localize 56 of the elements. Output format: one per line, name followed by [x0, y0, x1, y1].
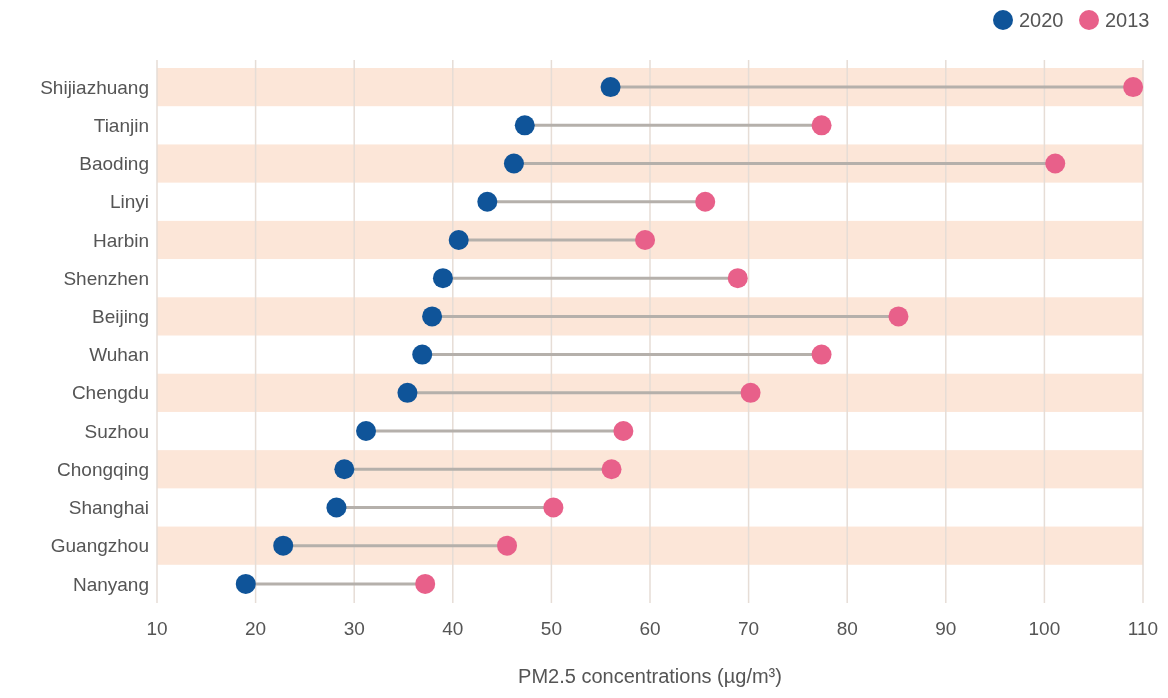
- point: [727, 268, 748, 289]
- point: [514, 115, 535, 136]
- point: [356, 421, 377, 442]
- x-tick-label: 60: [639, 618, 661, 639]
- y-tick-label: Chengdu: [71, 382, 149, 404]
- point: [543, 497, 564, 518]
- point: [613, 421, 634, 442]
- point: [600, 77, 621, 98]
- x-tick-label: 80: [836, 618, 858, 639]
- legend-label: 2013: [1105, 9, 1150, 31]
- x-tick-label: 10: [146, 618, 168, 639]
- point: [811, 344, 832, 365]
- y-tick-label: Harbin: [93, 229, 149, 251]
- y-tick-label: Wuhan: [89, 344, 149, 366]
- point: [334, 459, 355, 480]
- point: [1045, 153, 1066, 174]
- y-tick-label: Nanyang: [72, 573, 149, 595]
- y-tick-label: Chongqing: [57, 458, 149, 480]
- y-tick-label: Baoding: [79, 153, 149, 175]
- point: [326, 497, 347, 518]
- point: [503, 153, 524, 174]
- y-tick-label: Shenzhen: [63, 267, 149, 289]
- x-axis-title: PM2.5 concentrations (µg/m³): [518, 665, 782, 687]
- y-tick-label: Linyi: [109, 191, 149, 213]
- x-tick-label: 20: [245, 618, 267, 639]
- point: [273, 535, 294, 556]
- point: [477, 191, 498, 212]
- y-tick-label: Shijiazhuang: [40, 76, 149, 98]
- point: [635, 229, 656, 250]
- point: [695, 191, 716, 212]
- point: [235, 573, 256, 594]
- x-tick-label: 70: [738, 618, 760, 639]
- point: [422, 306, 443, 327]
- y-tick-label: Guangzhou: [50, 535, 149, 557]
- x-tick-label: 30: [343, 618, 365, 639]
- point: [448, 229, 469, 250]
- point: [888, 306, 909, 327]
- y-tick-label: Shanghai: [68, 497, 149, 519]
- x-tick-label: 90: [935, 618, 957, 639]
- x-tick-label: 50: [540, 618, 562, 639]
- y-tick-label: Beijing: [91, 306, 149, 328]
- x-tick-label: 100: [1028, 618, 1061, 639]
- point: [1123, 77, 1144, 98]
- point: [412, 344, 433, 365]
- point: [397, 382, 418, 403]
- point: [415, 573, 436, 594]
- x-tick-label: 40: [442, 618, 464, 639]
- point: [601, 459, 622, 480]
- x-tick-label: 110: [1127, 618, 1159, 639]
- point: [497, 535, 518, 556]
- legend-label: 2020: [1019, 9, 1064, 31]
- y-tick-label: Tianjin: [93, 114, 149, 136]
- point: [432, 268, 453, 289]
- point: [740, 382, 761, 403]
- point: [811, 115, 832, 136]
- y-tick-label: Suzhou: [84, 420, 149, 442]
